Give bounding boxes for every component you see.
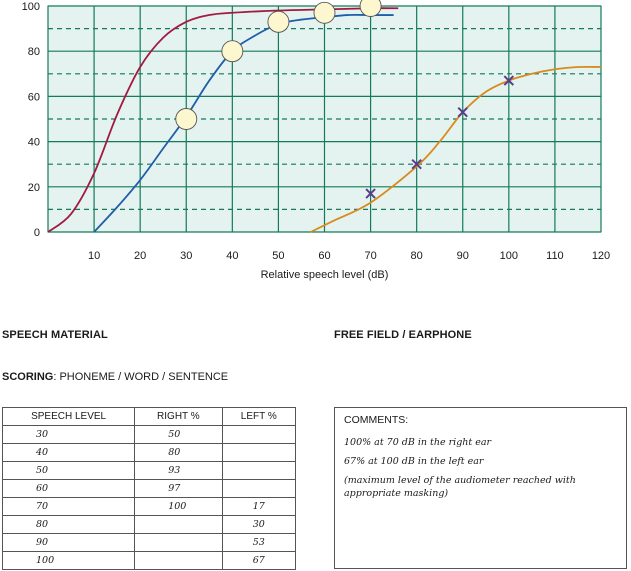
table-row: 80 30 <box>1 515 296 534</box>
left-ear-point-stroke <box>503 75 515 86</box>
cell-level: 40 <box>1 443 136 462</box>
cell-left: 30 <box>221 515 296 534</box>
cell-right: 100 <box>134 497 223 516</box>
tick-labels: 0 20 40 60 80 100 10 20 30 40 50 60 70 80 90 100 110 120 <box>22 1 611 262</box>
markers <box>175 0 515 199</box>
cell-right <box>134 551 223 570</box>
header-left: LEFT % <box>221 407 296 426</box>
x-tick-label: 100 <box>500 250 518 262</box>
cell-left: 53 <box>221 533 296 552</box>
x-tick-label: 120 <box>592 250 610 262</box>
table-row: 100 67 <box>1 551 296 570</box>
table-row: 30 50 <box>1 425 296 444</box>
comment-line: 100% at 70 dB in the right ear <box>344 437 492 448</box>
x-tick-label: 40 <box>226 250 238 262</box>
table-row: 70 100 17 <box>1 497 296 516</box>
left-ear-point <box>503 75 515 86</box>
x-tick-label: 80 <box>411 250 423 262</box>
table-header-row: SPEECH LEVEL RIGHT % LEFT % <box>1 407 296 426</box>
cell-level: 90 <box>1 533 136 552</box>
scoring-line: SCORING: PHONEME / WORD / SENTENCE <box>2 371 228 383</box>
scoring-label: SCORING <box>2 371 54 383</box>
cell-left <box>221 461 296 480</box>
cell-right <box>134 533 223 552</box>
comments-title: COMMENTS: <box>344 414 409 426</box>
header-speech-level: SPEECH LEVEL <box>1 407 136 426</box>
y-tick-label: 40 <box>28 137 40 149</box>
cell-level: 80 <box>1 515 136 534</box>
x-tick-label: 110 <box>546 250 564 262</box>
cell-level: 50 <box>1 461 136 480</box>
cell-level: 70 <box>1 497 136 516</box>
table-row: 50 93 <box>1 461 296 480</box>
x-tick-label: 20 <box>134 250 146 262</box>
table-row: 40 80 <box>1 443 296 462</box>
y-tick-label: 80 <box>28 46 40 58</box>
cell-right: 50 <box>134 425 223 444</box>
left-ear-point-stroke <box>365 188 376 199</box>
table-row: 90 53 <box>1 533 296 552</box>
left-ear-point-stroke <box>411 158 422 170</box>
scores-table: SPEECH LEVEL RIGHT % LEFT % 30 50 40 80 50… <box>1 407 296 570</box>
x-tick-label: 90 <box>457 250 469 262</box>
comment-line: 67% at 100 dB in the left ear <box>344 456 484 467</box>
cell-right <box>134 515 223 534</box>
left-ear-point <box>457 107 468 118</box>
y-tick-label: 60 <box>28 91 40 103</box>
right-ear-point <box>359 0 382 17</box>
right-ear-point <box>221 40 244 63</box>
x-tick-label: 70 <box>364 250 376 262</box>
comment-line: (maximum level of the audiometer reached… <box>344 475 576 499</box>
speech-material-heading: SPEECH MATERIAL <box>2 329 108 341</box>
x-tick-label: 60 <box>318 250 330 262</box>
cell-level: 30 <box>1 425 136 444</box>
free-field-heading: FREE FIELD / EARPHONE <box>334 329 472 341</box>
cell-level: 100 <box>1 551 136 570</box>
cell-right: 93 <box>134 461 223 480</box>
x-tick-label: 50 <box>272 250 284 262</box>
x-axis-label: Relative speech level (dB) <box>261 269 389 281</box>
series-line-right-ear <box>93 13 394 233</box>
x-tick-label: 10 <box>88 250 100 262</box>
right-ear-point <box>175 108 198 130</box>
cell-left: 17 <box>221 497 296 516</box>
cell-level: 60 <box>1 479 136 498</box>
cell-left: 67 <box>221 551 296 570</box>
cell-left <box>221 479 296 498</box>
right-ear-point <box>313 1 336 24</box>
y-tick-label: 20 <box>28 182 40 194</box>
header-right: RIGHT % <box>134 407 223 426</box>
left-ear-point-stroke <box>457 107 468 118</box>
left-ear-point <box>411 158 422 170</box>
series-line-left-ear <box>310 65 602 233</box>
left-ear-point <box>365 188 376 199</box>
right-ear-point <box>267 10 290 33</box>
y-tick-label: 0 <box>34 227 40 239</box>
x-tick-label: 30 <box>180 250 192 262</box>
scoring-options: : PHONEME / WORD / SENTENCE <box>53 371 229 383</box>
cell-left <box>221 425 296 444</box>
table-row: 60 97 <box>1 479 296 498</box>
cell-right: 97 <box>134 479 223 498</box>
cell-right: 80 <box>134 443 223 462</box>
cell-left <box>221 443 296 462</box>
y-tick-label: 100 <box>22 1 40 13</box>
comments-box: COMMENTS: 100% at 70 dB in the right ear… <box>334 407 627 569</box>
